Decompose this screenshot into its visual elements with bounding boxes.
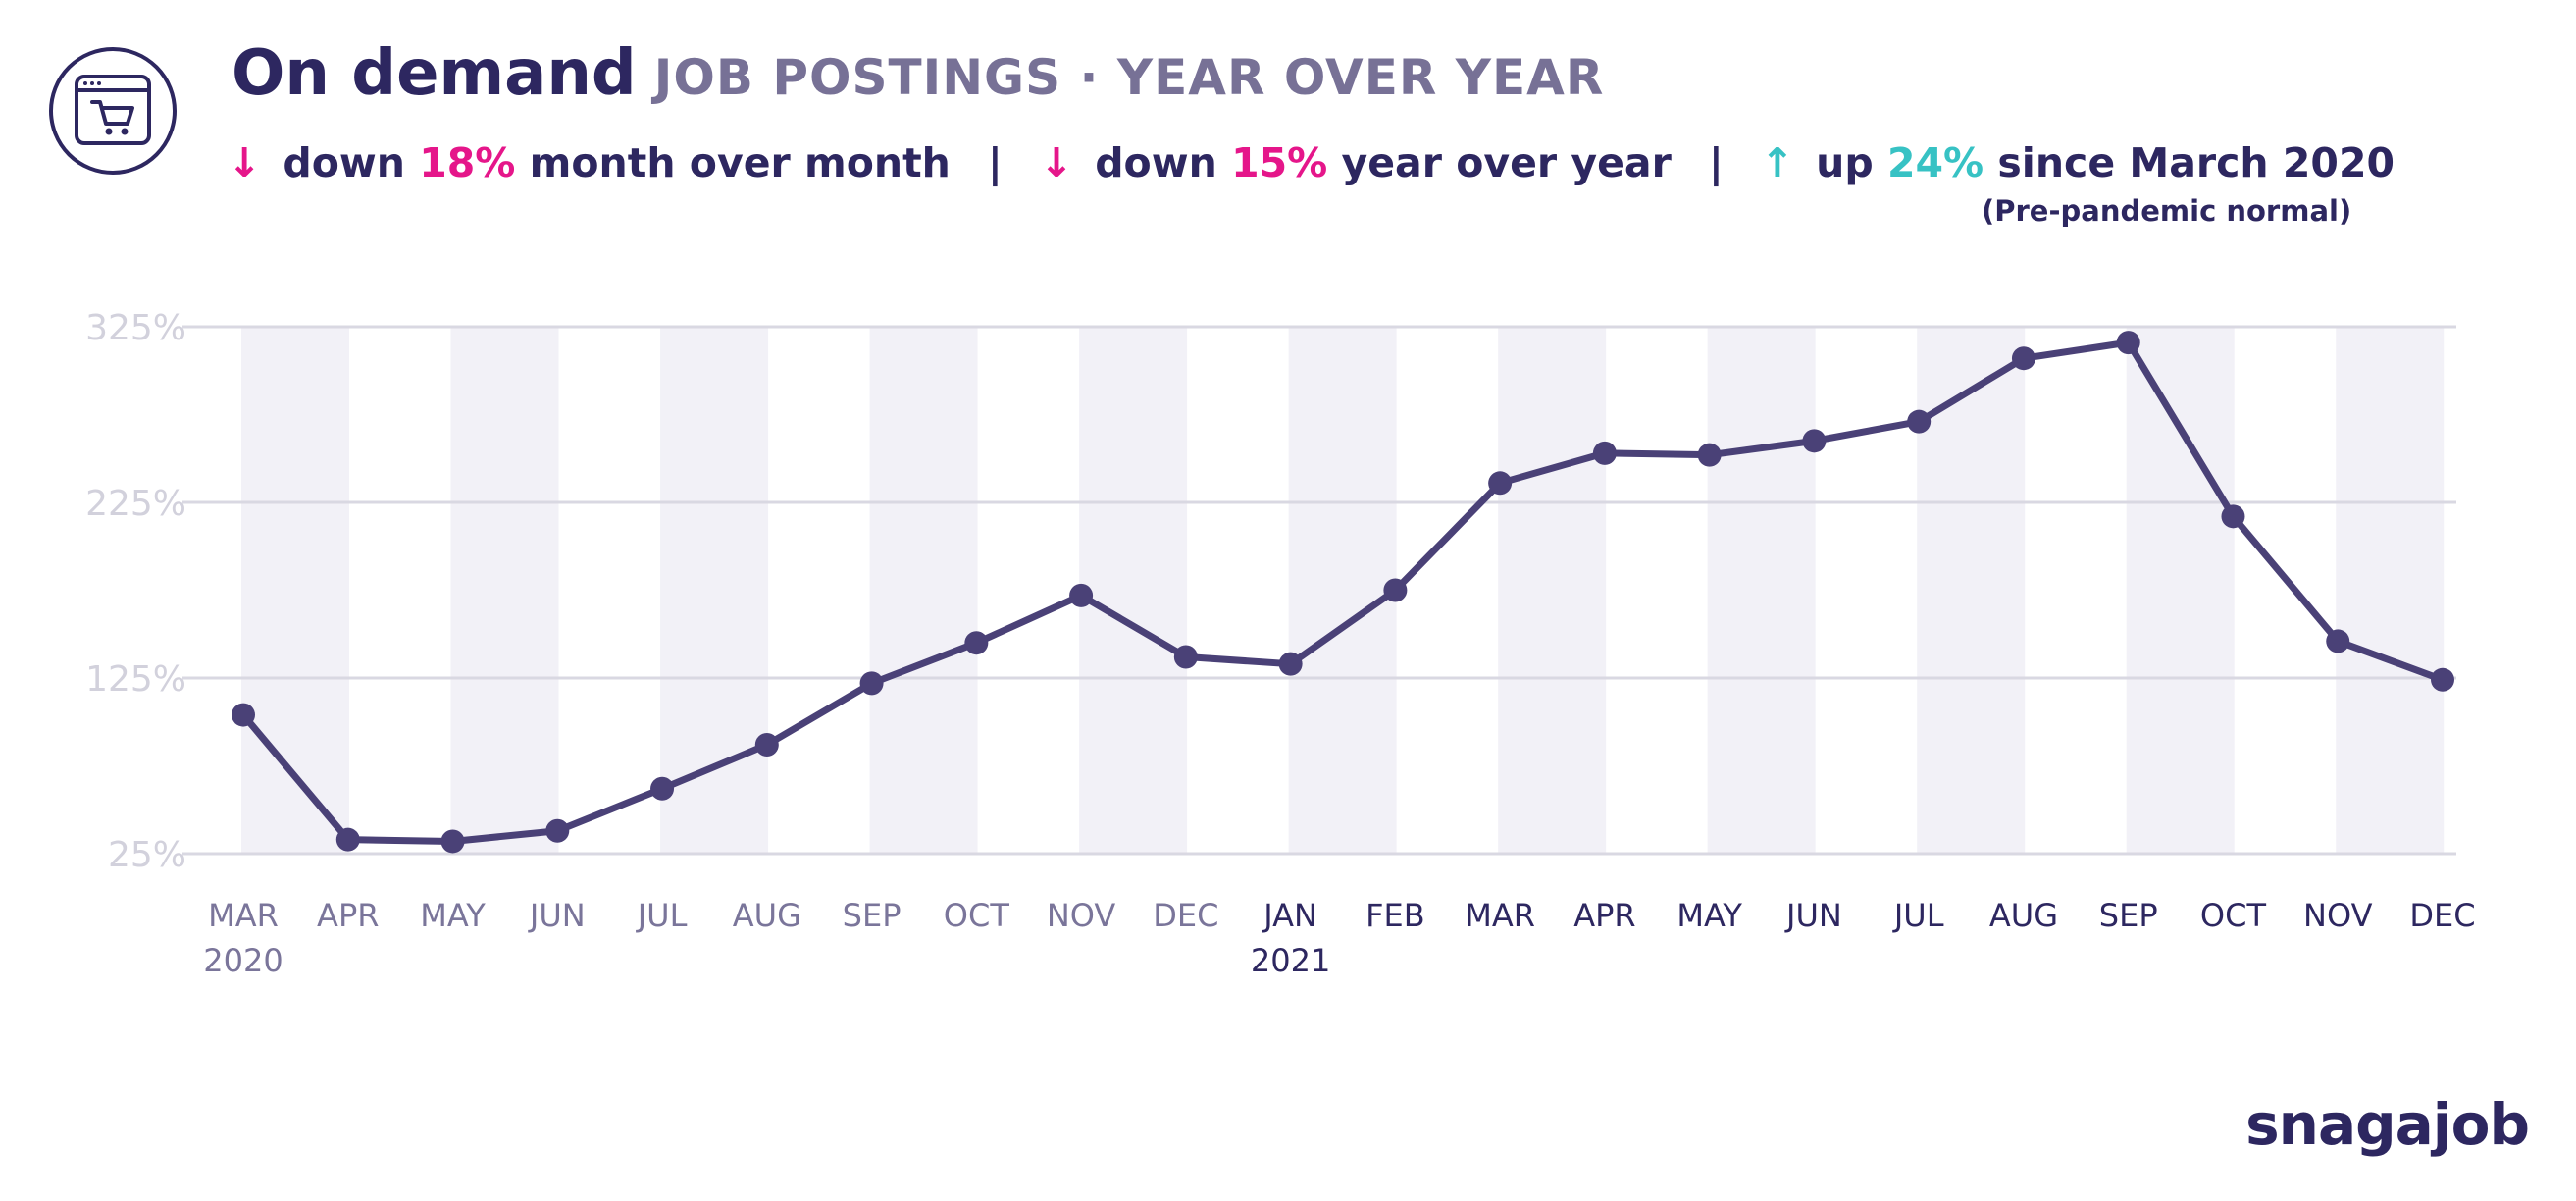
x-tick-label: NOV — [2303, 897, 2373, 934]
arrow-down-icon: ↓ — [1039, 139, 1074, 186]
gridlines — [182, 325, 2456, 856]
y-tick-label: 325% — [85, 308, 186, 348]
x-tick-label: AUG — [1989, 897, 2058, 934]
x-tick-label: JUN — [1784, 897, 1842, 934]
baseline-note: (Pre-pandemic normal) — [1982, 194, 2352, 228]
x-tick-label: MAY — [1676, 897, 1742, 934]
stat-separator: | — [987, 139, 1003, 186]
y-tick-label: 25% — [108, 835, 186, 875]
snagajob-logo: snagajob — [2245, 1091, 2530, 1158]
y-tick-label: 225% — [85, 484, 186, 524]
x-tick-label: JUN — [528, 897, 586, 934]
stat-yoy-post: year over year — [1341, 139, 1672, 186]
data-point — [440, 829, 465, 854]
data-point — [1173, 645, 1198, 669]
column-band — [1707, 327, 1816, 854]
x-tick-label: FEB — [1365, 897, 1425, 934]
data-point — [1278, 652, 1303, 676]
x-axis-ticks: MAR APR MAY JUN JUL AUG SEP OCT NOV DEC JAN FEB MAR A… — [203, 897, 2475, 979]
stat-yoy-pct: 15% — [1231, 139, 1328, 186]
data-point — [1383, 578, 1408, 602]
data-point — [1697, 443, 1722, 467]
data-point — [1488, 471, 1513, 496]
page-subtitle: JOB POSTINGS · YEAR OVER YEAR — [653, 49, 1605, 106]
line-chart: 325% 225% 125% 25% MAR APR MAY JUN JUL AUG SEP OCT… — [85, 308, 2476, 979]
stat-yoy: ↓ down 15% year over year — [1040, 139, 1672, 186]
x-tick-label: MAR — [1465, 897, 1535, 934]
x-tick-label: DEC — [2409, 897, 2475, 934]
data-point — [1802, 429, 1827, 453]
arrow-up-icon: ↑ — [1760, 139, 1795, 186]
x-tick-label: OCT — [944, 897, 1010, 934]
x-tick-label: OCT — [2200, 897, 2267, 934]
column-band — [1498, 327, 1607, 854]
chart-title: On demand JOB POSTINGS · YEAR OVER YEAR — [232, 37, 1604, 110]
x-tick-label: SEP — [2099, 897, 2158, 934]
column-band — [660, 327, 769, 854]
stat-mom-post: month over month — [529, 139, 951, 186]
data-point — [2221, 504, 2245, 529]
data-point — [335, 827, 360, 852]
stat-separator: | — [1708, 139, 1724, 186]
arrow-down-icon: ↓ — [228, 139, 262, 186]
stat-mom-pre: down — [283, 139, 405, 186]
data-point — [2431, 667, 2454, 692]
column-band — [2336, 327, 2445, 854]
data-point — [1907, 409, 1932, 434]
y-tick-label: 125% — [85, 659, 186, 700]
data-point — [2116, 331, 2140, 355]
column-band — [1288, 327, 1397, 854]
data-point — [545, 818, 570, 843]
column-band — [2126, 327, 2235, 854]
stat-yoy-pre: down — [1095, 139, 1217, 186]
column-band — [450, 327, 559, 854]
x-tick-label: SEP — [843, 897, 902, 934]
data-points — [232, 331, 2454, 854]
x-tick-label: AUG — [733, 897, 801, 934]
x-tick-label: JAN — [1262, 897, 1317, 934]
stat-since: ↑ up 24% since March 2020 — [1761, 139, 2395, 186]
column-bands — [241, 327, 2445, 854]
y-axis-ticks: 325% 225% 125% 25% — [85, 308, 186, 875]
page-title: On demand — [232, 37, 637, 110]
x-tick-label: DEC — [1153, 897, 1218, 934]
data-point — [232, 703, 255, 727]
series-line — [239, 339, 2447, 845]
x-tick-label: APR — [1573, 897, 1635, 934]
stat-since-post: since March 2020 — [1997, 139, 2396, 186]
stats-summary: ↓ down 18% month over month | ↓ down 15% y… — [228, 139, 2395, 186]
column-band — [241, 327, 349, 854]
x-tick-label: APR — [317, 897, 379, 934]
stat-mom-pct: 18% — [419, 139, 516, 186]
data-point — [2326, 629, 2350, 653]
column-band — [869, 327, 978, 854]
data-point — [2011, 346, 2035, 371]
data-point — [964, 631, 989, 655]
data-point — [859, 671, 884, 696]
column-band — [1917, 327, 2026, 854]
x-tick-label: MAR — [208, 897, 279, 934]
data-point — [754, 733, 779, 757]
stat-since-pct: 24% — [1886, 139, 1984, 186]
x-year-label: 2021 — [1251, 942, 1330, 979]
x-tick-label: NOV — [1047, 897, 1116, 934]
stat-mom: ↓ down 18% month over month — [228, 139, 951, 186]
data-point — [1592, 441, 1617, 465]
x-tick-label: JUL — [636, 897, 688, 934]
stat-since-pre: up — [1816, 139, 1874, 186]
shopping-cart-browser-icon — [49, 47, 177, 175]
x-tick-label: MAY — [420, 897, 486, 934]
data-point — [650, 776, 675, 801]
x-tick-label: JUL — [1892, 897, 1944, 934]
x-year-label: 2020 — [203, 942, 283, 979]
data-point — [1069, 583, 1094, 607]
column-band — [1079, 327, 1188, 854]
